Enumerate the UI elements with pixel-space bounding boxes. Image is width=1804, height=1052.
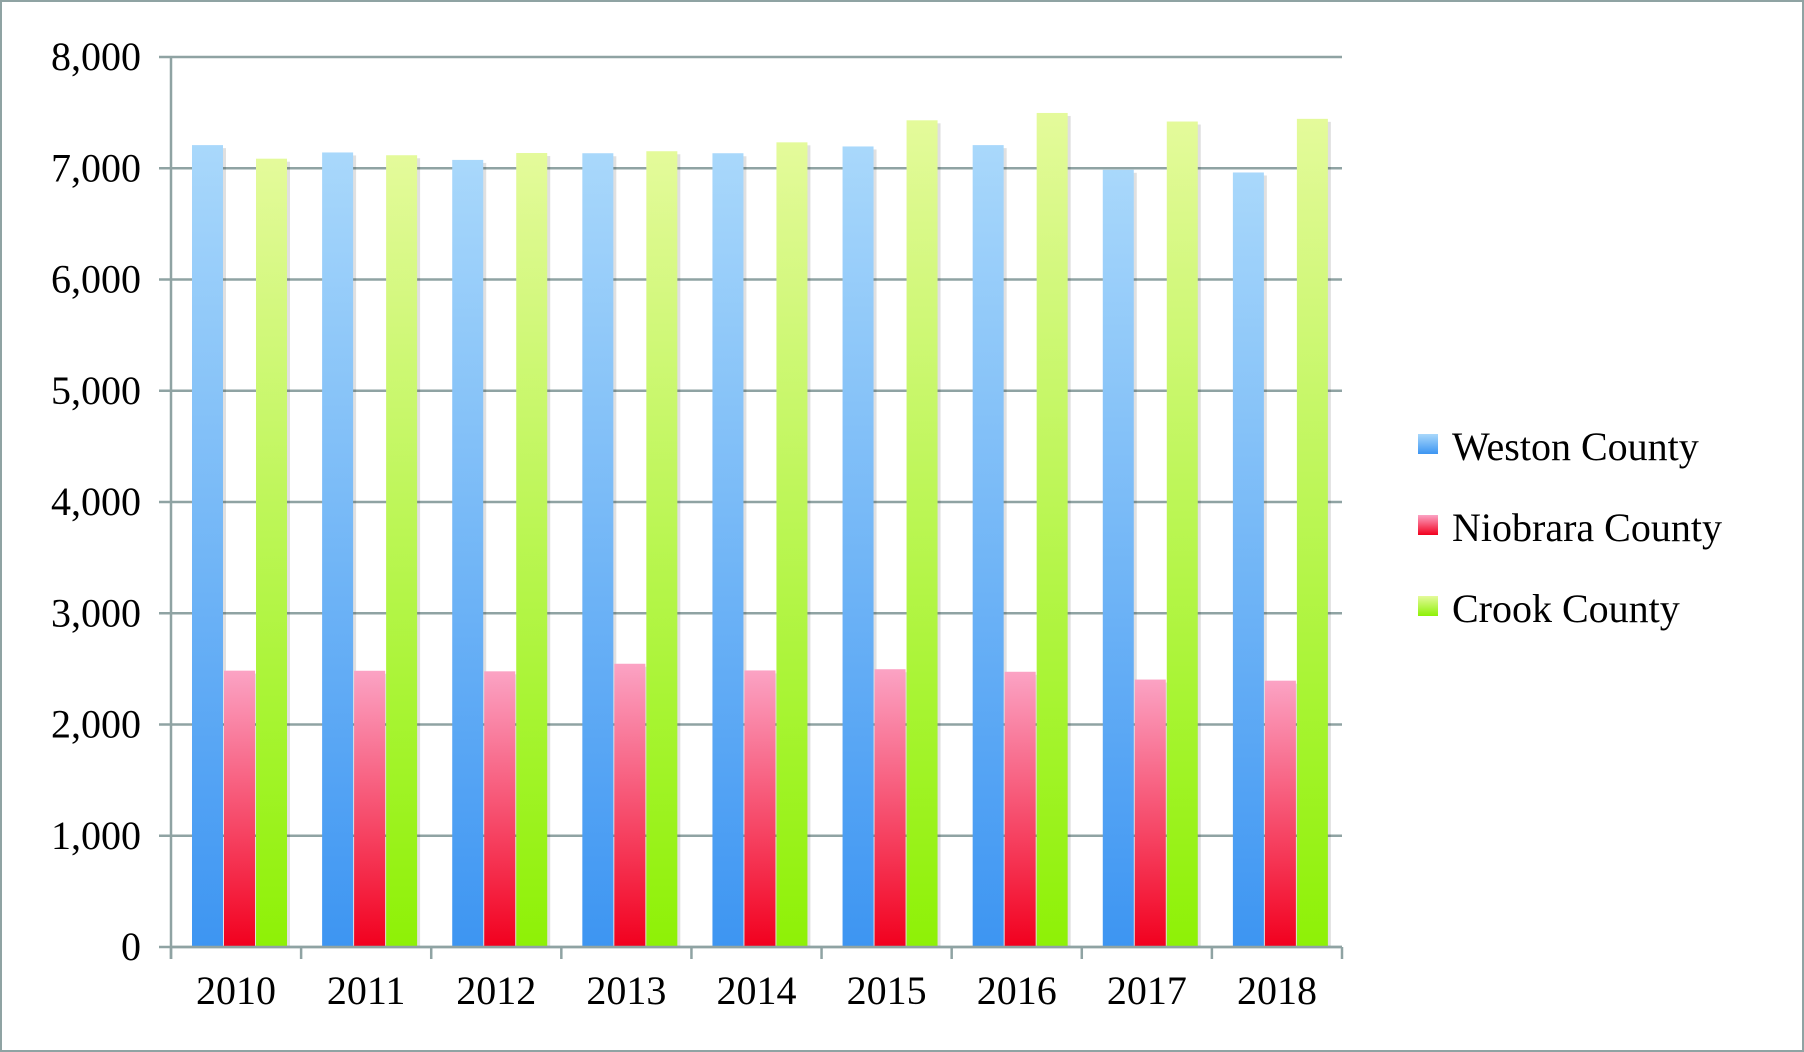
y-tick-label: 8,000 bbox=[51, 34, 141, 79]
x-tick-label: 2018 bbox=[1237, 968, 1317, 1013]
y-tick-label: 5,000 bbox=[51, 368, 141, 413]
x-tick-label: 2016 bbox=[977, 968, 1057, 1013]
legend-label: Crook County bbox=[1452, 586, 1680, 631]
bar-weston-county-2018 bbox=[1232, 172, 1264, 948]
bar-crook-county-2010 bbox=[256, 158, 287, 947]
x-tick-label: 2013 bbox=[586, 968, 666, 1013]
bar-weston-county-2016 bbox=[972, 145, 1004, 948]
x-tick-label: 2010 bbox=[196, 968, 276, 1013]
bar-niobrara-county-2011 bbox=[354, 670, 386, 947]
bar-niobrara-county-2013 bbox=[614, 663, 646, 947]
y-tick-label: 7,000 bbox=[51, 145, 141, 190]
bars bbox=[192, 112, 1331, 948]
y-tick-label: 0 bbox=[121, 924, 141, 969]
y-tick-label: 4,000 bbox=[51, 479, 141, 524]
bar-weston-county-2017 bbox=[1102, 169, 1134, 947]
bar-weston-county-2012 bbox=[452, 159, 484, 947]
bar-crook-county-2013 bbox=[646, 151, 678, 947]
bar-crook-county-2018 bbox=[1296, 118, 1328, 948]
bar-crook-county-2016 bbox=[1036, 112, 1068, 948]
bar-niobrara-county-2014 bbox=[744, 670, 776, 947]
bar-niobrara-county-2015 bbox=[874, 669, 906, 947]
bar-weston-county-2010 bbox=[192, 145, 223, 948]
y-tick-label: 6,000 bbox=[51, 257, 141, 302]
bar-crook-county-2012 bbox=[516, 153, 548, 948]
bar-crook-county-2015 bbox=[906, 120, 938, 947]
legend: Weston County Niobrara County Crook County bbox=[1418, 424, 1722, 631]
bar-weston-county-2013 bbox=[582, 153, 614, 947]
legend-swatch bbox=[1418, 596, 1438, 616]
legend-label: Weston County bbox=[1452, 424, 1699, 469]
bar-crook-county-2011 bbox=[386, 155, 418, 947]
bar-weston-county-2014 bbox=[712, 153, 744, 947]
legend-swatch bbox=[1418, 515, 1438, 535]
x-tick-label: 2017 bbox=[1107, 968, 1187, 1013]
bar-niobrara-county-2018 bbox=[1264, 680, 1296, 947]
y-tick-label: 1,000 bbox=[51, 813, 141, 858]
bar-weston-county-2015 bbox=[842, 146, 874, 947]
bar-niobrara-county-2012 bbox=[484, 671, 516, 947]
axes: 0 1,000 2,000 3,000 4,000 5,000 6,000 7,000 8,00… bbox=[51, 34, 1344, 1013]
legend-label: Niobrara County bbox=[1452, 505, 1722, 550]
x-tick-label: 2014 bbox=[717, 968, 797, 1013]
y-tick-label: 3,000 bbox=[51, 590, 141, 635]
x-tick-label: 2015 bbox=[847, 968, 927, 1013]
legend-swatch bbox=[1418, 434, 1438, 454]
bar-crook-county-2017 bbox=[1166, 121, 1198, 947]
x-tick-label: 2012 bbox=[456, 968, 536, 1013]
bar-niobrara-county-2010 bbox=[224, 670, 255, 947]
x-tick-label: 2011 bbox=[327, 968, 406, 1013]
bar-weston-county-2011 bbox=[322, 152, 354, 947]
bar-niobrara-county-2016 bbox=[1004, 671, 1036, 947]
bar-niobrara-county-2017 bbox=[1134, 679, 1166, 947]
bar-crook-county-2014 bbox=[776, 142, 808, 948]
y-tick-label: 2,000 bbox=[51, 702, 141, 747]
